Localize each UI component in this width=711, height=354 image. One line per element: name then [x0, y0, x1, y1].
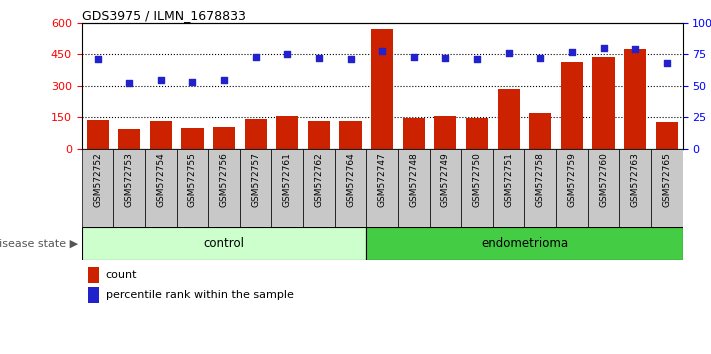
Point [503, 50, 514, 56]
Text: disease state ▶: disease state ▶ [0, 238, 78, 249]
Bar [466, 118, 488, 149]
Text: GSM572750: GSM572750 [473, 153, 481, 207]
Bar [529, 113, 551, 149]
Bar [118, 129, 140, 149]
Bar [525, 149, 556, 227]
Text: control: control [203, 237, 245, 250]
Point [218, 77, 230, 82]
Bar [371, 29, 393, 149]
Text: GSM572764: GSM572764 [346, 153, 355, 207]
Bar [145, 149, 176, 227]
Bar [208, 149, 240, 227]
Point [566, 49, 577, 55]
Text: GSM572754: GSM572754 [156, 153, 166, 207]
Bar [87, 120, 109, 149]
Text: GSM572760: GSM572760 [599, 153, 608, 207]
Text: GSM572756: GSM572756 [220, 153, 228, 207]
Bar [366, 149, 398, 227]
Text: GSM572758: GSM572758 [536, 153, 545, 207]
Point [439, 55, 451, 61]
Text: percentile rank within the sample: percentile rank within the sample [106, 290, 294, 300]
Point [282, 52, 293, 57]
Text: GSM572747: GSM572747 [378, 153, 387, 207]
Text: GDS3975 / ILMN_1678833: GDS3975 / ILMN_1678833 [82, 9, 245, 22]
Text: count: count [106, 270, 137, 280]
Text: GSM572749: GSM572749 [441, 153, 450, 207]
Bar [213, 127, 235, 149]
Bar [366, 227, 683, 260]
Text: GSM572753: GSM572753 [124, 153, 134, 207]
Bar [303, 149, 335, 227]
Bar [556, 149, 588, 227]
Bar [240, 149, 272, 227]
Text: GSM572765: GSM572765 [662, 153, 671, 207]
Point [408, 54, 419, 60]
Text: endometrioma: endometrioma [481, 237, 568, 250]
Bar [434, 116, 456, 149]
Text: GSM572757: GSM572757 [251, 153, 260, 207]
Bar [498, 89, 520, 149]
Bar [82, 149, 113, 227]
Bar [277, 116, 299, 149]
Bar [461, 149, 493, 227]
Bar [592, 57, 614, 149]
Bar [245, 119, 267, 149]
Bar [87, 267, 99, 283]
Text: GSM572748: GSM572748 [410, 153, 418, 207]
Bar [308, 121, 330, 149]
Bar [656, 122, 678, 149]
Point [629, 47, 641, 52]
Bar [150, 121, 172, 149]
Bar [624, 49, 646, 149]
Bar [335, 149, 366, 227]
Point [471, 57, 483, 62]
Point [155, 77, 166, 82]
Point [377, 48, 388, 53]
Point [314, 55, 325, 61]
Bar [181, 128, 203, 149]
Text: GSM572759: GSM572759 [567, 153, 577, 207]
Bar [398, 149, 429, 227]
Bar [588, 149, 619, 227]
Point [535, 55, 546, 61]
Bar [651, 149, 683, 227]
Bar [402, 118, 425, 149]
Bar [82, 227, 366, 260]
Text: GSM572761: GSM572761 [283, 153, 292, 207]
Point [345, 57, 356, 62]
Text: GSM572763: GSM572763 [631, 153, 640, 207]
Point [187, 79, 198, 85]
Bar [176, 149, 208, 227]
Point [124, 80, 135, 86]
Bar [113, 149, 145, 227]
Bar [272, 149, 303, 227]
Point [92, 57, 103, 62]
Text: GSM572752: GSM572752 [93, 153, 102, 207]
Bar [429, 149, 461, 227]
Point [661, 61, 673, 66]
Text: GSM572762: GSM572762 [314, 153, 324, 207]
Bar [87, 287, 99, 303]
Point [598, 45, 609, 51]
Bar [493, 149, 525, 227]
Point [250, 54, 262, 60]
Text: GSM572755: GSM572755 [188, 153, 197, 207]
Text: GSM572751: GSM572751 [504, 153, 513, 207]
Bar [619, 149, 651, 227]
Bar [339, 121, 362, 149]
Bar [561, 62, 583, 149]
